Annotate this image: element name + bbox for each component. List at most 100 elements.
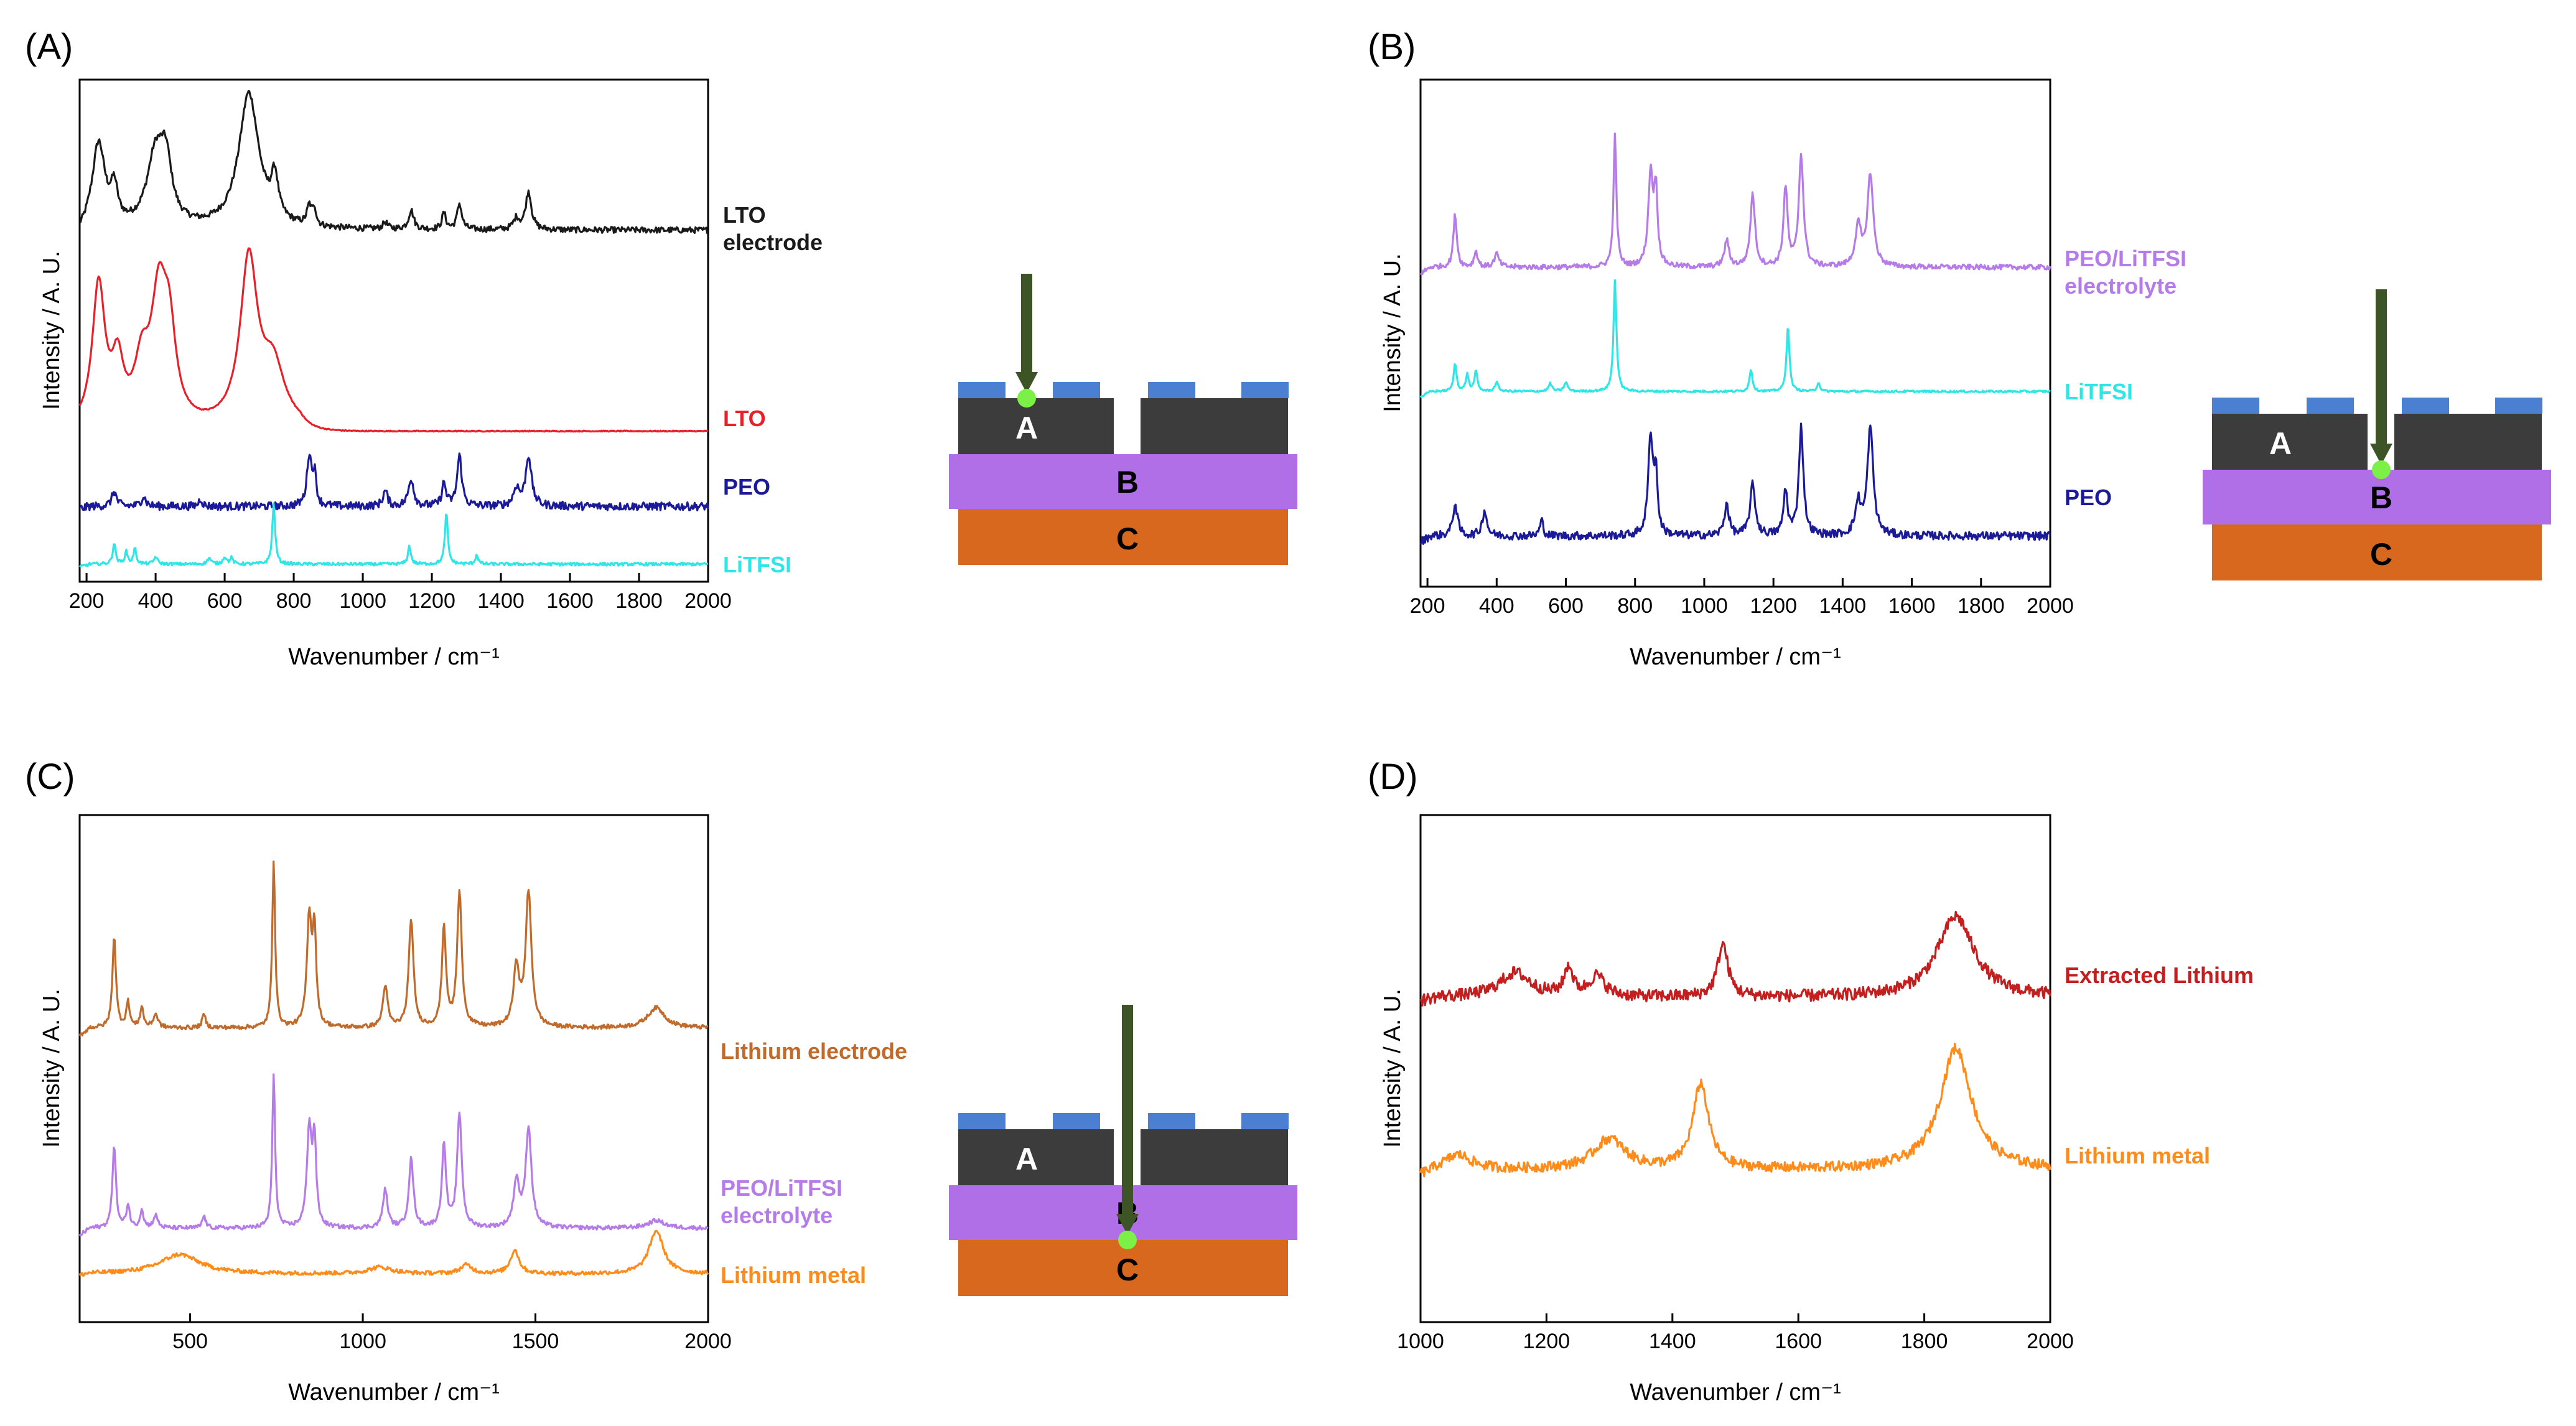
panel-d-series [1419, 910, 2051, 1178]
panel-b: (B) 200 400 600 800 1000 1200 1400 1600 1800 2000… [1368, 27, 2186, 670]
schematic-arrow-shaft [1021, 274, 1032, 373]
panel-b-series-0 [1419, 133, 2051, 276]
schematic-point-b: A BC [2203, 289, 2551, 580]
schematic-arrow-shaft [1122, 1005, 1133, 1215]
panel-b-series-label-0: PEO/LiTFSI electrolyte [2065, 246, 2186, 299]
panel-a-frame [78, 78, 709, 583]
schematic-contact-0 [2212, 398, 2259, 414]
panel-a-xtick-label-4: 1000 [339, 589, 386, 613]
panel-a-series-label-0: LTO electrode [723, 202, 823, 255]
schematic-contact-2 [1148, 382, 1195, 398]
schematic-contact-1 [1053, 1113, 1100, 1129]
schematic-contact-0 [958, 1113, 1006, 1129]
panel-b-xtick-label-2: 600 [1548, 594, 1584, 618]
panel-b-xtick-label-4: 1000 [1681, 594, 1728, 618]
panel-d-series-0 [1419, 910, 2051, 1007]
panel-c-xtick-label-3: 2000 [684, 1330, 732, 1353]
panel-d-series-label-0: Extracted Lithium [2065, 962, 2254, 988]
schematic-contact-3 [1241, 382, 1289, 398]
panel-a-series-label-2: PEO [723, 474, 770, 500]
schematic-contact-2 [1148, 1113, 1195, 1129]
panel-a-series-0 [79, 90, 709, 235]
panel-c-ylabel: Intensity / A. U. [39, 989, 65, 1148]
panel-a-series-3 [78, 502, 709, 568]
panel-c-series-label-1: PEO/LiTFSI electrolyte [721, 1175, 842, 1228]
panel-a-xtick-label-9: 2000 [684, 589, 732, 613]
panel-b-ylabel: Intensity / A. U. [1379, 253, 1406, 412]
panel-a: (A) 200 400 600 800 1000 1200 1400 1600 1800 2000… [25, 27, 823, 670]
schematic-label-a: A [1015, 1142, 1038, 1177]
panel-b-xtick-label-1: 400 [1479, 594, 1514, 618]
panel-a-series-1 [78, 247, 709, 433]
schematic-contact-1 [1053, 382, 1100, 398]
panel-b-xtick-label-5: 1200 [1750, 594, 1797, 618]
panel-b-frame [1419, 78, 2051, 588]
panel-a-xtick-label-6: 1400 [477, 589, 525, 613]
schematic-electrode-right [2394, 414, 2542, 470]
panel-c-ticks: 500 1000 1500 2000 [172, 1313, 732, 1353]
panel-d-series-label-1: Lithium metal [2065, 1143, 2210, 1168]
schematic-electrode-left [2212, 414, 2368, 470]
panel-a-xtick-label-0: 200 [69, 589, 105, 613]
panel-b-series-2 [1419, 422, 2051, 545]
panel-a-series [78, 90, 709, 568]
panel-a-label-line-1: LTO [723, 202, 766, 228]
panel-d-ticks: 1000 1200 1400 1600 1800 2000 [1397, 1313, 2074, 1353]
panel-a-series-label-1: LTO [723, 406, 766, 431]
schematic-lithium-layer [958, 1240, 1288, 1296]
panel-d-series-1 [1419, 1042, 2051, 1178]
panel-a-series-label-3: LiTFSI [723, 552, 791, 577]
schematic-label-c: C [2370, 537, 2392, 572]
panel-c-series-2 [78, 1229, 709, 1277]
panel-c: (C) 500 1000 1500 2000 Wavenumber / cm⁻¹ In… [25, 757, 907, 1405]
panel-c-xtick-label-1: 1000 [339, 1330, 386, 1353]
schematic-lithium-layer [2212, 524, 2542, 580]
panel-a-xtick-label-5: 1200 [408, 589, 455, 613]
schematic-contact-3 [1241, 1113, 1289, 1129]
panel-b-label-line-2: electrolyte [2065, 273, 2177, 299]
panel-a-xlabel: Wavenumber / cm⁻¹ [288, 644, 500, 670]
schematic-focus-dot [1017, 389, 1036, 408]
panel-a-xtick-label-1: 400 [138, 589, 174, 613]
panel-d-ylabel: Intensity / A. U. [1379, 989, 1406, 1148]
panel-b-xtick-label-6: 1400 [1819, 594, 1867, 618]
panel-d-frame [1419, 814, 2051, 1323]
panel-a-xtick-label-7: 1600 [546, 589, 594, 613]
schematic-electrolyte-layer [2203, 470, 2551, 524]
panel-b-xtick-label-9: 2000 [2027, 594, 2074, 618]
panel-c-frame [78, 814, 709, 1323]
panel-b-label-line-1: PEO/LiTFSI [2065, 246, 2186, 271]
panel-c-label-line-1: PEO/LiTFSI [721, 1175, 842, 1201]
schematic-arrow-head [1015, 372, 1038, 393]
schematic-label-c: C [1116, 521, 1139, 556]
panel-b-xtick-label-0: 200 [1410, 594, 1445, 618]
panel-a-xtick-label-2: 600 [207, 589, 243, 613]
panel-c-label: (C) [25, 757, 75, 797]
panel-c-series-1 [78, 1073, 709, 1237]
schematic-label-b: B [2370, 480, 2392, 515]
schematic-electrolyte-layer [949, 454, 1297, 509]
panel-b-label: (B) [1368, 27, 1416, 67]
panel-a-label: (A) [25, 27, 73, 67]
panel-b-xtick-label-3: 800 [1617, 594, 1653, 618]
panel-b-xtick-label-7: 1600 [1888, 594, 1936, 618]
panel-d-xtick-label-4: 1800 [1901, 1330, 1948, 1353]
schematic-contact-0 [958, 382, 1006, 398]
schematic-electrode-left [958, 398, 1114, 454]
panel-a-xtick-label-3: 800 [276, 589, 312, 613]
panel-a-ylabel: Intensity / A. U. [39, 251, 65, 410]
panel-d-xtick-label-2: 1400 [1649, 1330, 1696, 1353]
panel-c-series-0 [78, 860, 709, 1037]
panel-c-xtick-label-2: 1500 [512, 1330, 559, 1353]
panel-d-xtick-label-5: 2000 [2027, 1330, 2074, 1353]
schematic-focus-dot [1118, 1231, 1137, 1249]
panel-a-ticks: 200 400 600 800 1000 1200 1400 1600 1800 2000 [69, 573, 732, 613]
panel-c-series-label-2: Lithium metal [721, 1262, 866, 1288]
schematic-electrode-right [1141, 1129, 1288, 1185]
schematic-label-a: A [2269, 426, 2292, 461]
schematic-lithium-layer [958, 509, 1288, 565]
panel-a-xtick-label-8: 1800 [615, 589, 663, 613]
schematic-point-a: A BC [949, 274, 1297, 565]
panel-b-series-label-2: PEO [2065, 485, 2112, 510]
